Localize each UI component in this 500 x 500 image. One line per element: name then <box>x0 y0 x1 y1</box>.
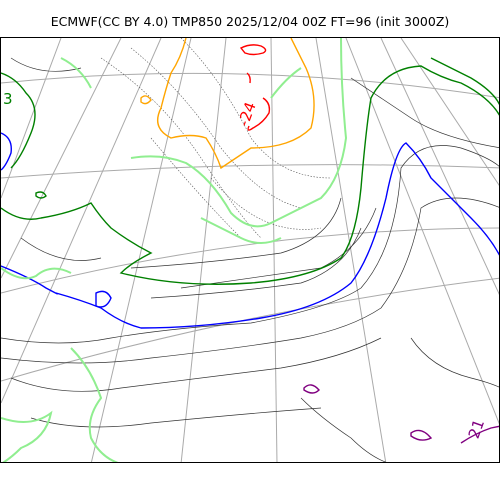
meridian <box>380 38 499 295</box>
meridian <box>1 38 162 404</box>
dotted-contours <box>100 38 332 239</box>
isotherm-orange <box>140 38 315 170</box>
map-title: ECMWF(CC BY 4.0) TMP850 2025/12/04 00Z F… <box>50 14 450 29</box>
isotherm-blue <box>1 132 499 329</box>
latitude-circle <box>1 227 499 294</box>
isotherm-red <box>239 44 271 131</box>
contour-label-west: 3 <box>3 90 13 108</box>
graticule <box>1 38 499 462</box>
meridian <box>270 38 278 462</box>
latitude-circle <box>1 72 499 99</box>
meridian <box>180 38 227 462</box>
latitude-circle <box>1 277 499 382</box>
meridian <box>315 38 387 462</box>
contour-label-cold-core: -24 <box>234 100 259 129</box>
contour-label-southeast: 21 <box>465 417 488 441</box>
meridian <box>400 38 499 186</box>
coastline <box>1 57 499 462</box>
isotherm-lightgreen <box>1 38 348 462</box>
latitude-circle <box>1 164 499 179</box>
isotherm-purple <box>303 384 499 444</box>
meridian <box>90 38 192 462</box>
meridian <box>1 38 62 199</box>
meridian <box>345 38 499 425</box>
isotherm-green <box>1 57 499 285</box>
weather-map: 3 -24 21 <box>0 37 500 463</box>
